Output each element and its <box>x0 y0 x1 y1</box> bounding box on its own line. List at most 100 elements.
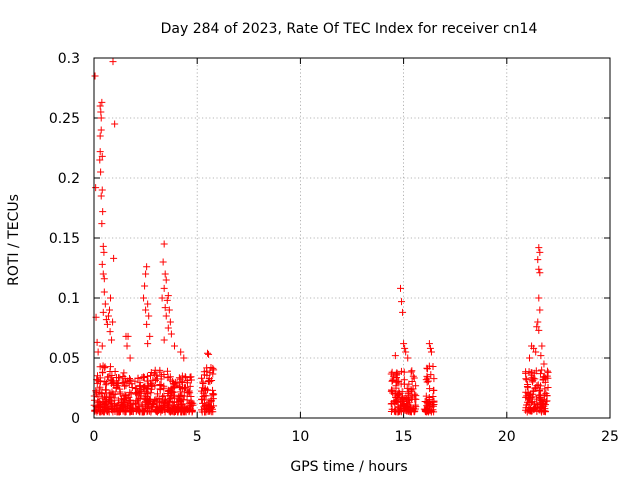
data-point <box>103 373 111 381</box>
data-point <box>140 395 148 403</box>
data-point <box>390 372 398 380</box>
data-point <box>532 348 540 356</box>
data-point <box>160 240 168 248</box>
y-tick-label: 0.15 <box>49 231 80 247</box>
data-point <box>156 366 164 374</box>
data-point <box>155 394 163 402</box>
data-point <box>535 326 543 334</box>
data-point <box>425 402 433 410</box>
data-point <box>388 377 396 385</box>
data-point <box>151 382 159 390</box>
data-point <box>524 390 532 398</box>
data-point <box>170 402 178 410</box>
data-point <box>146 372 154 380</box>
x-tick-label: 15 <box>395 429 413 445</box>
data-point <box>166 394 174 402</box>
data-point <box>148 385 156 393</box>
data-point <box>160 392 168 400</box>
data-point <box>96 383 104 391</box>
data-point <box>109 58 117 66</box>
data-point <box>102 316 110 324</box>
data-point <box>180 354 188 362</box>
data-point <box>120 403 128 411</box>
data-point <box>109 379 117 387</box>
data-point <box>430 398 438 406</box>
data-point <box>412 392 420 400</box>
data-point <box>160 336 168 344</box>
y-tick-label: 0.3 <box>58 51 80 67</box>
data-point <box>422 392 430 400</box>
data-point <box>388 386 396 394</box>
data-point <box>126 376 134 384</box>
data-point <box>160 382 168 390</box>
data-point <box>207 402 215 410</box>
data-point <box>97 126 105 134</box>
data-point <box>389 377 397 385</box>
data-point <box>131 385 139 393</box>
data-point <box>537 352 545 360</box>
data-point <box>95 408 103 416</box>
data-point <box>208 376 216 384</box>
data-point <box>146 332 154 340</box>
data-point <box>204 402 212 410</box>
data-point <box>177 348 185 356</box>
data-point <box>422 407 430 415</box>
data-point <box>536 382 544 390</box>
data-point <box>395 391 403 399</box>
y-tick-label: 0 <box>71 411 80 427</box>
data-point <box>156 405 164 413</box>
data-point <box>523 398 531 406</box>
data-point <box>203 401 211 409</box>
data-point <box>93 372 101 380</box>
data-point <box>101 404 109 412</box>
data-point <box>99 270 107 278</box>
data-point <box>535 294 543 302</box>
data-point <box>156 385 164 393</box>
data-point <box>204 378 212 386</box>
data-point <box>201 396 209 404</box>
data-point <box>103 320 111 328</box>
data-point <box>536 399 544 407</box>
data-point <box>143 320 151 328</box>
data-point <box>107 396 115 404</box>
data-point <box>410 407 418 415</box>
data-point <box>538 366 546 374</box>
data-point <box>526 354 534 362</box>
data-point <box>125 374 133 382</box>
data-point <box>400 340 408 348</box>
data-point <box>534 318 542 326</box>
data-point <box>397 284 405 292</box>
data-point <box>423 374 431 382</box>
data-point <box>408 393 416 401</box>
data-point <box>540 360 548 368</box>
data-point <box>199 389 207 397</box>
data-point <box>99 242 107 250</box>
data-point <box>409 372 417 380</box>
data-point <box>108 372 116 380</box>
data-point <box>178 401 186 409</box>
data-point <box>523 383 531 391</box>
data-point <box>170 380 178 388</box>
x-tick-label: 5 <box>193 429 202 445</box>
data-point <box>138 373 146 381</box>
data-point <box>407 403 415 411</box>
data-point <box>204 386 212 394</box>
data-point <box>184 388 192 396</box>
data-point <box>408 367 416 375</box>
data-point <box>169 408 177 416</box>
data-point <box>183 379 191 387</box>
data-point <box>397 380 405 388</box>
data-point <box>536 306 544 314</box>
data-point <box>123 342 131 350</box>
data-point <box>179 384 187 392</box>
data-point <box>536 248 544 256</box>
data-point <box>159 258 167 266</box>
data-point <box>186 389 194 397</box>
data-point <box>147 368 155 376</box>
data-point <box>96 156 104 164</box>
data-point <box>101 377 109 385</box>
data-point <box>96 148 104 156</box>
data-point <box>164 373 172 381</box>
data-point <box>531 375 539 383</box>
